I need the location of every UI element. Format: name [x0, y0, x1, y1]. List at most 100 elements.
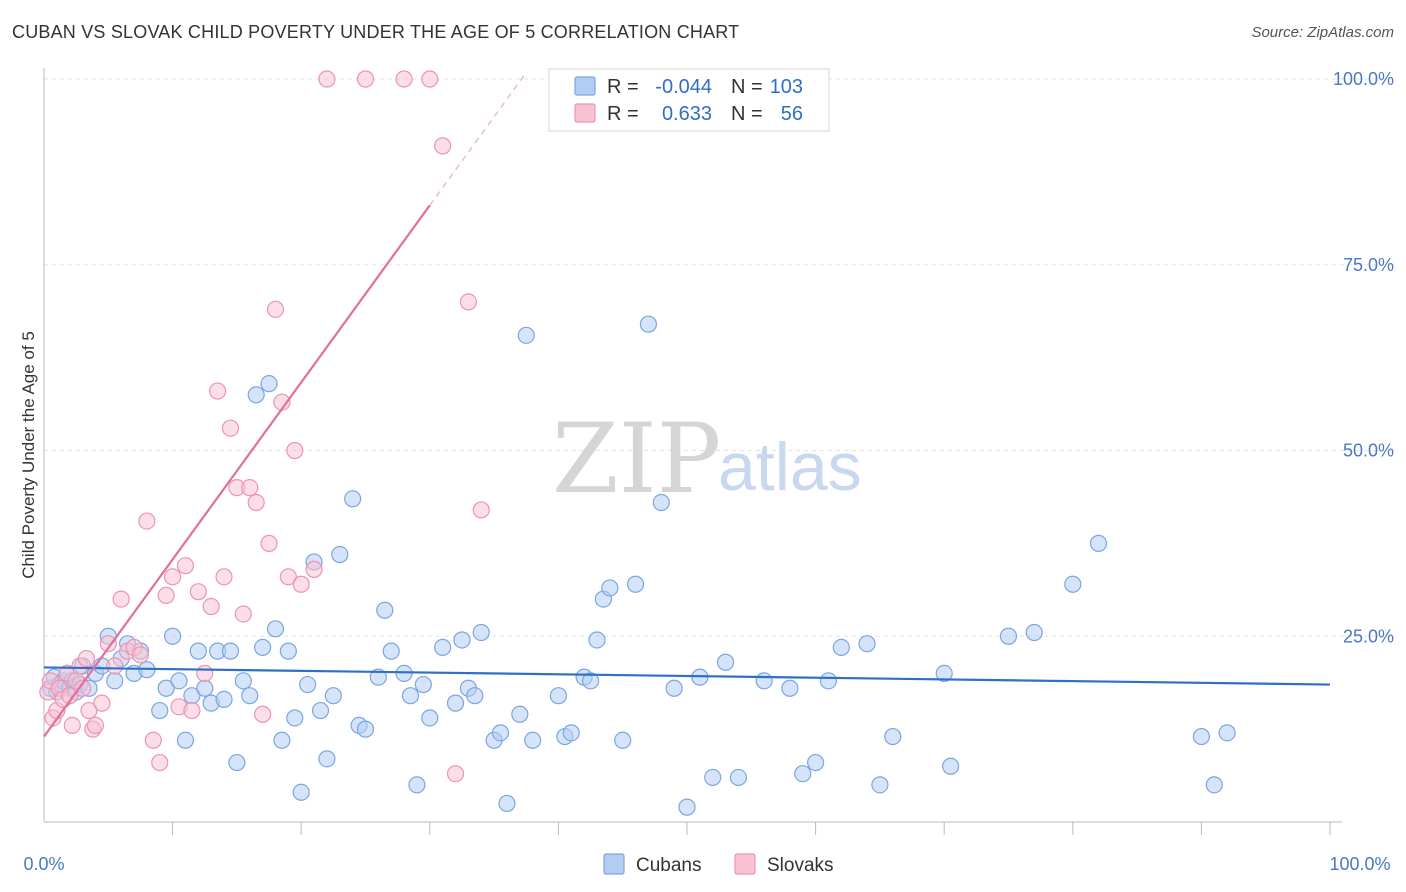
y-tick-labels: 25.0% 50.0% 75.0% 100.0%: [1333, 69, 1394, 646]
slovak-point-55: [459, 293, 477, 311]
x-tick-label-max: 100.0%: [1329, 854, 1390, 874]
legend-bottom-swatch-cubans: [603, 853, 625, 875]
trend-lines: [43, 72, 1331, 738]
legend-swatch-slovaks: [574, 103, 596, 123]
cuban-point-104: [1064, 575, 1082, 593]
cuban-point-43: [292, 783, 310, 801]
slovak-point-13: [80, 701, 98, 720]
cuban-point-37: [254, 638, 272, 656]
legend-top-box: [548, 68, 830, 132]
cuban-point-32: [221, 642, 240, 660]
cuban-point-72: [524, 731, 542, 749]
cuban-point-108: [1218, 724, 1236, 742]
cuban-point-22: [157, 679, 175, 697]
slovak-point-7: [61, 687, 79, 705]
slovak-point-48: [305, 560, 323, 578]
slovak-point-17: [99, 635, 117, 653]
slovak-point-36: [221, 419, 240, 437]
cuban-point-38: [260, 375, 278, 393]
cuban-point-47: [318, 750, 336, 768]
slovak-point-12: [77, 649, 96, 668]
cuban-point-90: [729, 768, 748, 787]
cuban-trend-line: [43, 666, 1331, 686]
cuban-point-99: [884, 727, 902, 746]
cuban-point-95: [819, 672, 838, 690]
legend-bottom-label-cubans: Cubans: [636, 855, 702, 876]
cuban-point-84: [652, 493, 670, 512]
slovak-point-38: [234, 605, 252, 623]
legend-n-value-cubans: 103: [770, 76, 803, 98]
cuban-point-101: [942, 757, 960, 775]
cuban-point-48: [324, 687, 342, 705]
legend-bottom: Cubans Slovaks: [603, 853, 834, 876]
cuban-point-28: [196, 679, 214, 697]
legend-top: R = -0.044 N = 103 R = 0.633 N = 56: [548, 68, 830, 132]
cuban-point-60: [421, 709, 439, 727]
cuban-point-61: [434, 638, 452, 656]
cuban-point-33: [228, 753, 246, 772]
cuban-point-46: [311, 701, 330, 720]
legend-bottom-label-slovaks: Slovaks: [767, 855, 834, 876]
source-label: Source: ZipAtlas.com: [1251, 24, 1394, 41]
slovak-point-51: [395, 70, 413, 88]
cuban-point-57: [401, 687, 420, 705]
cuban-point-85: [665, 679, 683, 697]
slovak-point-53: [434, 137, 452, 155]
cuban-point-89: [716, 653, 735, 671]
slovak-point-16: [93, 694, 111, 712]
cuban-point-103: [1025, 623, 1043, 642]
x-ticks: [172, 822, 1331, 835]
slovak-point-34: [209, 382, 227, 400]
slovak-point-30: [183, 701, 201, 720]
slovak-point-47: [292, 575, 310, 593]
slovak-point-49: [318, 70, 336, 88]
cuban-point-98: [871, 776, 889, 794]
cuban-point-40: [273, 731, 291, 749]
slovak-point-43: [266, 300, 285, 318]
cuban-point-44: [299, 675, 317, 694]
legend-r-label-cubans: R =: [607, 76, 639, 98]
slovak-point-26: [157, 586, 175, 604]
cuban-point-62: [446, 694, 465, 712]
cuban-point-65: [466, 687, 484, 705]
cuban-point-66: [472, 623, 490, 642]
slovak-point-24: [144, 731, 162, 749]
cuban-point-23: [164, 627, 182, 645]
grid-lines: [44, 78, 1394, 637]
cuban-point-53: [369, 668, 387, 686]
cuban-point-21: [151, 701, 169, 720]
cuban-point-93: [794, 765, 812, 783]
legend-n-label-slovaks: N =: [731, 103, 763, 125]
cuban-point-41: [279, 642, 297, 660]
slovak-point-8: [63, 716, 81, 735]
cuban-point-73: [549, 687, 568, 705]
cuban-point-70: [511, 705, 529, 723]
cuban-point-54: [376, 601, 394, 619]
slovak-point-18: [106, 657, 124, 675]
y-tick-label-0: 25.0%: [1343, 626, 1394, 646]
cuban-point-77: [581, 672, 600, 690]
slovak-point-56: [472, 501, 490, 519]
cuban-point-49: [331, 545, 349, 564]
cuban-point-91: [755, 672, 773, 690]
cuban-point-81: [614, 731, 632, 749]
cuban-point-68: [491, 724, 510, 742]
slovak-point-42: [260, 534, 278, 552]
slovaks-points: [39, 70, 490, 783]
legend-r-value-cubans: -0.044: [655, 76, 712, 98]
slovak-point-52: [421, 70, 439, 88]
slovak-point-35: [215, 568, 233, 586]
slovak-point-45: [279, 568, 297, 586]
watermark-zip: ZIP: [552, 403, 721, 515]
cuban-point-63: [453, 631, 471, 649]
cuban-point-83: [639, 315, 658, 333]
watermark-atlas: atlas: [718, 429, 862, 505]
cuban-point-39: [266, 620, 285, 638]
cuban-point-88: [704, 768, 722, 787]
slovak-point-31: [189, 583, 207, 601]
legend-r-value-slovaks: 0.633: [662, 103, 712, 125]
cuban-point-82: [626, 575, 645, 593]
legend-r-label-slovaks: R =: [607, 103, 639, 125]
cuban-point-78: [588, 631, 606, 649]
slovak-point-54: [446, 765, 465, 783]
